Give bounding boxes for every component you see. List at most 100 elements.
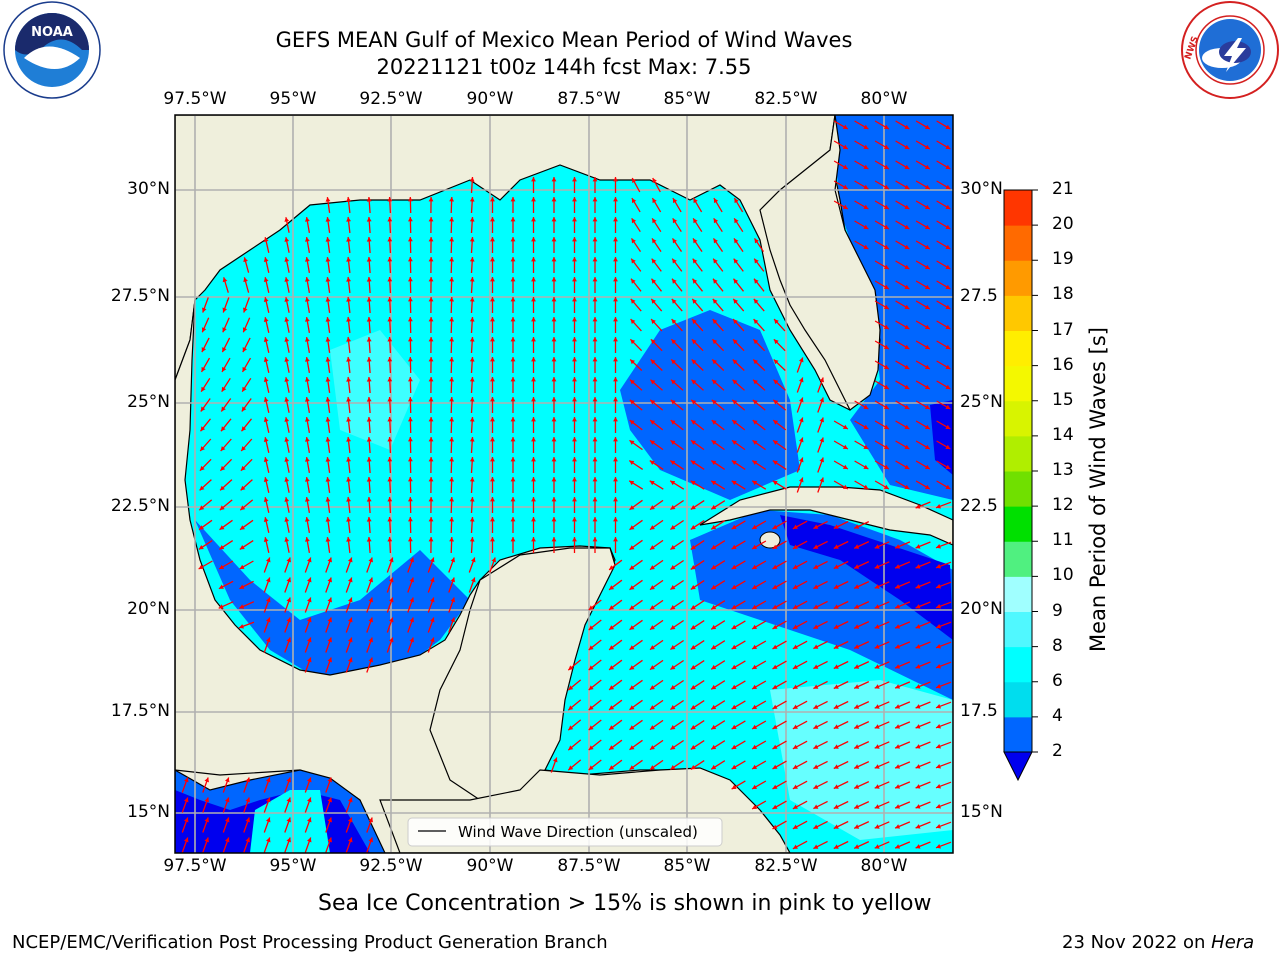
wind-wave-arrow-head: [225, 817, 230, 823]
wind-wave-arrow-head: [409, 577, 414, 583]
wind-wave-arrow-head: [915, 784, 921, 789]
wind-wave-arrow-head: [691, 399, 697, 405]
wind-wave-arrow-head: [572, 417, 577, 422]
wind-wave-arrow-head: [650, 685, 655, 690]
wind-wave-arrow-head: [732, 420, 738, 425]
wind-wave-arrow-head: [690, 665, 696, 670]
wind-wave-arrow-head: [813, 544, 819, 549]
wind-wave-arrow-head: [629, 625, 635, 630]
wind-wave-arrow-head: [592, 237, 598, 242]
wind-wave-arrow-head: [449, 317, 454, 322]
wind-wave-arrow-head: [284, 477, 290, 482]
lon-label-bottom: 90°W: [466, 856, 514, 876]
wind-wave-arrow-head: [202, 307, 207, 313]
wind-wave-arrow-head: [408, 417, 413, 422]
wind-wave-arrow-head: [572, 537, 577, 542]
wind-wave-arrow-head: [588, 745, 594, 750]
wind-wave-arrow-head: [904, 124, 910, 129]
wind-wave-arrow-head: [305, 497, 310, 502]
wind-wave-arrow-head: [874, 684, 880, 689]
wind-wave-arrow-head: [387, 217, 393, 222]
wind-wave-arrow-head: [572, 457, 577, 462]
wind-wave-arrow-head: [428, 277, 434, 282]
wind-wave-arrow-head: [712, 359, 717, 365]
wind-wave-arrow-head: [409, 597, 414, 603]
wind-wave-arrow-head: [792, 564, 798, 569]
wind-wave-arrow-head: [242, 327, 248, 333]
colorbar-segment: [1004, 611, 1032, 648]
wind-wave-arrow-head: [752, 564, 758, 569]
wind-wave-arrow-head: [904, 404, 910, 409]
wind-wave-arrow-head: [553, 757, 558, 763]
colorbar-tick-label: 19: [1052, 249, 1074, 270]
wind-wave-arrow-head: [469, 197, 475, 202]
wind-wave-arrow-head: [592, 357, 598, 362]
colorbar-segment: [1004, 541, 1032, 577]
wind-wave-arrow-head: [711, 604, 717, 610]
wind-wave-arrow-head: [883, 184, 889, 189]
wind-wave-arrow-head: [346, 537, 351, 542]
wind-wave-arrow-head: [833, 664, 839, 669]
wind-wave-arrow-head: [348, 817, 353, 823]
wind-wave-arrow-head: [690, 745, 696, 750]
wind-wave-arrow-head: [204, 777, 209, 783]
wind-wave-arrow-head: [945, 324, 951, 329]
wind-wave-arrow-head: [883, 144, 889, 149]
wind-wave-arrow-head: [651, 298, 656, 304]
wind-wave-arrow-head: [198, 545, 204, 550]
wind-wave-arrow-head: [915, 504, 921, 509]
map-title-line2: 20221121 t00z 144h fcst Max: 7.55: [376, 55, 752, 79]
wind-wave-arrow-head: [874, 824, 880, 829]
wind-wave-arrow-head: [711, 744, 717, 750]
wind-wave-arrow-head: [408, 197, 413, 202]
wind-wave-arrow-head: [469, 357, 475, 362]
lat-label-right: 27.5: [960, 286, 998, 306]
wind-wave-arrow-head: [693, 218, 698, 224]
sea-ice-note: Sea Ice Concentration > 15% is shown in …: [318, 891, 932, 916]
wind-wave-arrow-head: [241, 446, 246, 451]
wind-wave-arrow-head: [945, 424, 951, 429]
colorbar-segment: [1004, 435, 1032, 472]
wind-wave-arrow-head: [613, 257, 618, 262]
wind-wave-arrow-head: [531, 337, 536, 342]
wind-wave-arrow-head: [490, 497, 495, 502]
wind-wave-arrow-head: [833, 784, 839, 789]
colorbar-segment: [1004, 225, 1032, 261]
wind-wave-arrow-head: [327, 837, 332, 843]
wind-wave-arrow-head: [588, 725, 594, 730]
wind-wave-arrow-head: [531, 457, 536, 462]
wind-wave-arrow-head: [629, 745, 635, 750]
wind-wave-arrow-head: [752, 804, 758, 809]
wind-wave-arrow-head: [924, 124, 930, 129]
wind-wave-arrow-head: [883, 304, 889, 309]
wind-wave-arrow-head: [572, 257, 577, 262]
wind-wave-arrow-head: [650, 745, 655, 750]
wind-wave-arrow-head: [670, 725, 676, 730]
wind-wave-arrow-head: [368, 837, 373, 843]
wind-wave-arrow-head: [430, 617, 435, 623]
wind-wave-arrow-head: [551, 257, 557, 262]
wind-wave-arrow-head: [936, 604, 941, 609]
wind-wave-arrow-head: [242, 386, 247, 392]
wind-wave-arrow-head: [711, 440, 717, 445]
wind-wave-arrow-head: [895, 704, 901, 709]
land-cuba: [699, 486, 953, 546]
wind-wave-arrow-head: [368, 657, 373, 663]
wind-wave-arrow-head: [629, 460, 635, 465]
wind-wave-arrow-head: [863, 184, 869, 189]
wind-wave-arrow-head: [184, 797, 189, 803]
wind-wave-arrow-head: [915, 644, 921, 649]
wind-wave-arrow-head: [366, 337, 372, 342]
wind-wave-arrow-head: [883, 264, 889, 269]
wind-wave-arrow-head: [854, 644, 860, 649]
wind-wave-arrow-head: [732, 359, 738, 365]
wind-wave-arrow-head: [266, 557, 271, 563]
wind-wave-arrow-head: [711, 504, 717, 510]
wind-wave-arrow-head: [490, 217, 495, 222]
wind-wave-arrow-head: [924, 404, 930, 409]
wind-wave-arrow-head: [883, 444, 889, 449]
wind-wave-arrow-head: [204, 817, 209, 823]
lat-label-left: 25°N: [127, 392, 170, 412]
wind-wave-arrow-head: [327, 637, 332, 643]
wind-wave-arrow-head: [630, 359, 635, 365]
